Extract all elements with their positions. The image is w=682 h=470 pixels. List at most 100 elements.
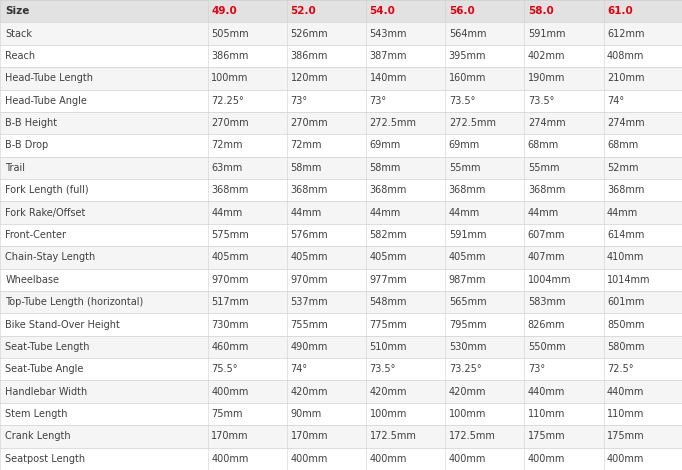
Bar: [604, 403, 682, 425]
Text: 210mm: 210mm: [607, 73, 644, 83]
Text: 72.5°: 72.5°: [607, 364, 634, 374]
Bar: [366, 89, 445, 112]
Bar: [445, 246, 524, 268]
Bar: [604, 291, 682, 313]
Text: Head-Tube Length: Head-Tube Length: [5, 73, 93, 83]
Bar: [366, 134, 445, 157]
Text: 408mm: 408mm: [607, 51, 644, 61]
Bar: [366, 291, 445, 313]
Text: 75mm: 75mm: [211, 409, 243, 419]
Bar: [604, 202, 682, 224]
Text: Size: Size: [5, 6, 30, 16]
Bar: [604, 425, 682, 447]
Bar: [287, 179, 366, 202]
Bar: [524, 157, 604, 179]
Bar: [524, 179, 604, 202]
Text: Fork Length (full): Fork Length (full): [5, 185, 89, 195]
Bar: [208, 246, 287, 268]
Text: 387mm: 387mm: [370, 51, 407, 61]
Bar: [524, 224, 604, 246]
Text: 110mm: 110mm: [528, 409, 565, 419]
Bar: [445, 381, 524, 403]
Text: Crank Length: Crank Length: [5, 431, 71, 441]
Bar: [208, 313, 287, 336]
Text: 49.0: 49.0: [211, 6, 237, 16]
Text: 400mm: 400mm: [607, 454, 644, 464]
Text: 63mm: 63mm: [211, 163, 243, 173]
Text: 612mm: 612mm: [607, 29, 644, 39]
Text: 69mm: 69mm: [449, 141, 480, 150]
Text: 386mm: 386mm: [291, 51, 328, 61]
Text: 140mm: 140mm: [370, 73, 407, 83]
Bar: [445, 23, 524, 45]
Text: 73°: 73°: [528, 364, 545, 374]
Bar: [208, 23, 287, 45]
Bar: [0, 403, 208, 425]
Text: 400mm: 400mm: [291, 454, 328, 464]
Bar: [0, 336, 208, 358]
Bar: [445, 447, 524, 470]
Bar: [287, 89, 366, 112]
Bar: [366, 447, 445, 470]
Bar: [287, 381, 366, 403]
Text: 564mm: 564mm: [449, 29, 486, 39]
Bar: [524, 45, 604, 67]
Text: Reach: Reach: [5, 51, 35, 61]
Bar: [208, 358, 287, 381]
Text: Stem Length: Stem Length: [5, 409, 68, 419]
Text: 368mm: 368mm: [291, 185, 328, 195]
Text: 160mm: 160mm: [449, 73, 486, 83]
Text: 395mm: 395mm: [449, 51, 486, 61]
Bar: [445, 112, 524, 134]
Text: 614mm: 614mm: [607, 230, 644, 240]
Bar: [208, 291, 287, 313]
Text: 368mm: 368mm: [528, 185, 565, 195]
Text: 400mm: 400mm: [528, 454, 565, 464]
Text: 56.0: 56.0: [449, 6, 475, 16]
Text: 75.5°: 75.5°: [211, 364, 238, 374]
Text: 58mm: 58mm: [291, 163, 322, 173]
Bar: [445, 425, 524, 447]
Bar: [604, 246, 682, 268]
Text: 90mm: 90mm: [291, 409, 322, 419]
Text: 1014mm: 1014mm: [607, 275, 651, 285]
Bar: [208, 447, 287, 470]
Bar: [287, 0, 366, 23]
Text: 1004mm: 1004mm: [528, 275, 572, 285]
Text: 440mm: 440mm: [607, 387, 644, 397]
Text: 72.25°: 72.25°: [211, 96, 244, 106]
Bar: [366, 112, 445, 134]
Bar: [287, 336, 366, 358]
Bar: [524, 336, 604, 358]
Bar: [524, 268, 604, 291]
Text: 730mm: 730mm: [211, 320, 249, 329]
Text: 400mm: 400mm: [211, 387, 249, 397]
Text: Front-Center: Front-Center: [5, 230, 66, 240]
Text: 970mm: 970mm: [291, 275, 328, 285]
Bar: [287, 224, 366, 246]
Text: 73.5°: 73.5°: [528, 96, 554, 106]
Bar: [524, 447, 604, 470]
Bar: [287, 23, 366, 45]
Text: 410mm: 410mm: [607, 252, 644, 262]
Text: 400mm: 400mm: [370, 454, 407, 464]
Bar: [0, 134, 208, 157]
Text: 175mm: 175mm: [528, 431, 565, 441]
Bar: [366, 336, 445, 358]
Text: Seatpost Length: Seatpost Length: [5, 454, 85, 464]
Text: Chain-Stay Length: Chain-Stay Length: [5, 252, 95, 262]
Text: 548mm: 548mm: [370, 297, 407, 307]
Bar: [524, 23, 604, 45]
Text: 407mm: 407mm: [528, 252, 565, 262]
Bar: [366, 45, 445, 67]
Text: 537mm: 537mm: [291, 297, 328, 307]
Text: 54.0: 54.0: [370, 6, 396, 16]
Bar: [604, 89, 682, 112]
Text: Bike Stand-Over Height: Bike Stand-Over Height: [5, 320, 120, 329]
Text: 73.5°: 73.5°: [370, 364, 396, 374]
Text: 400mm: 400mm: [449, 454, 486, 464]
Text: 987mm: 987mm: [449, 275, 486, 285]
Bar: [604, 358, 682, 381]
Bar: [445, 202, 524, 224]
Text: 44mm: 44mm: [449, 208, 480, 218]
